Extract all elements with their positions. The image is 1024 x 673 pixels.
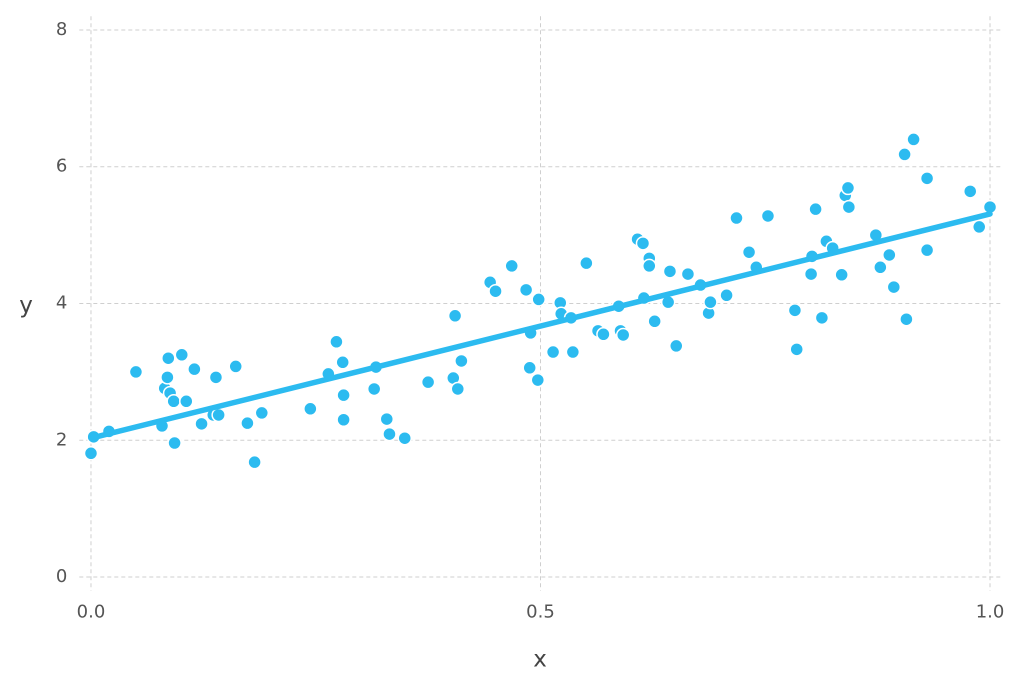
- scatter-point: [530, 372, 546, 388]
- scatter-point: [840, 180, 856, 196]
- scatter-point: [596, 327, 611, 342]
- y-tick-label: 2: [56, 429, 67, 450]
- scatter-point: [83, 446, 99, 461]
- y-tick-label: 4: [56, 293, 67, 314]
- scatter-point: [179, 394, 194, 409]
- scatter-point: [565, 344, 581, 360]
- scatter-point: [662, 264, 678, 279]
- scatter-point: [166, 394, 181, 409]
- scatter-point: [336, 387, 351, 403]
- scatter-point: [329, 334, 344, 350]
- fit-line: [88, 211, 993, 441]
- scatter-point: [454, 353, 469, 369]
- scatter-point: [447, 308, 463, 324]
- scatter-point: [504, 258, 519, 274]
- scatter-point: [919, 171, 935, 186]
- scatter-point: [834, 267, 849, 283]
- scatter-point: [167, 435, 182, 451]
- scatter-point: [450, 381, 466, 397]
- scatter-point: [808, 201, 823, 217]
- scatter-point: [228, 359, 243, 374]
- y-tick-label: 6: [56, 156, 67, 177]
- scatter-point: [886, 279, 902, 295]
- scatter-point: [518, 282, 534, 298]
- scatter-point: [789, 342, 804, 357]
- x-tick-label: 1.0: [976, 602, 1005, 623]
- scatter-point: [803, 266, 819, 282]
- scatter-point: [335, 355, 350, 370]
- x-axis-label: x: [533, 647, 547, 673]
- scatter-point: [254, 405, 270, 421]
- scatter-point: [814, 310, 830, 326]
- scatter-point: [897, 147, 912, 162]
- scatter-point: [420, 374, 436, 390]
- scatter-point: [962, 184, 978, 199]
- scatter-point: [488, 283, 503, 299]
- scatter-point: [211, 407, 226, 423]
- scatter-point: [194, 416, 209, 432]
- scatter-point: [545, 344, 561, 360]
- scatter-point: [760, 208, 776, 224]
- scatter-point: [635, 236, 651, 251]
- scatter-point: [971, 219, 987, 235]
- scatter-point: [379, 411, 395, 427]
- scatter-point: [642, 258, 657, 274]
- scatter-point: [882, 247, 897, 263]
- scatter-point: [906, 132, 921, 147]
- scatter-point: [208, 370, 224, 385]
- scatter-point: [161, 350, 176, 366]
- scatter-point: [899, 311, 914, 327]
- scatter-point: [719, 288, 734, 303]
- scatter-point: [841, 199, 857, 215]
- scatter-point: [680, 266, 696, 282]
- scatter-point: [919, 242, 935, 258]
- scatter-point: [703, 294, 718, 310]
- y-tick-label: 8: [56, 19, 67, 40]
- scatter-point: [382, 426, 397, 442]
- scatter-point: [397, 430, 412, 446]
- scatter-point: [160, 370, 175, 385]
- scatter-point: [187, 361, 202, 377]
- scatter-point: [336, 412, 351, 427]
- scatter-point: [647, 314, 662, 329]
- scatter-point: [787, 303, 803, 318]
- scatter-point: [366, 381, 382, 397]
- x-tick-label: 0.0: [77, 602, 106, 623]
- scatter-point: [531, 292, 546, 307]
- x-tick-label: 0.5: [526, 602, 555, 623]
- scatter-point: [174, 347, 190, 363]
- scatter-point: [522, 360, 537, 376]
- scatter-point: [128, 364, 144, 380]
- scatter-point: [873, 260, 888, 275]
- scatter-point: [729, 210, 744, 226]
- y-tick-label: 0: [56, 566, 67, 587]
- scatter-point: [240, 415, 255, 431]
- scatter-point: [247, 454, 262, 470]
- scatter-point: [303, 401, 318, 417]
- scatter-point: [579, 255, 594, 271]
- scatter-point: [615, 327, 631, 343]
- y-axis-label: y: [19, 293, 33, 319]
- scatter-point: [741, 244, 757, 260]
- scatter-point: [669, 338, 684, 354]
